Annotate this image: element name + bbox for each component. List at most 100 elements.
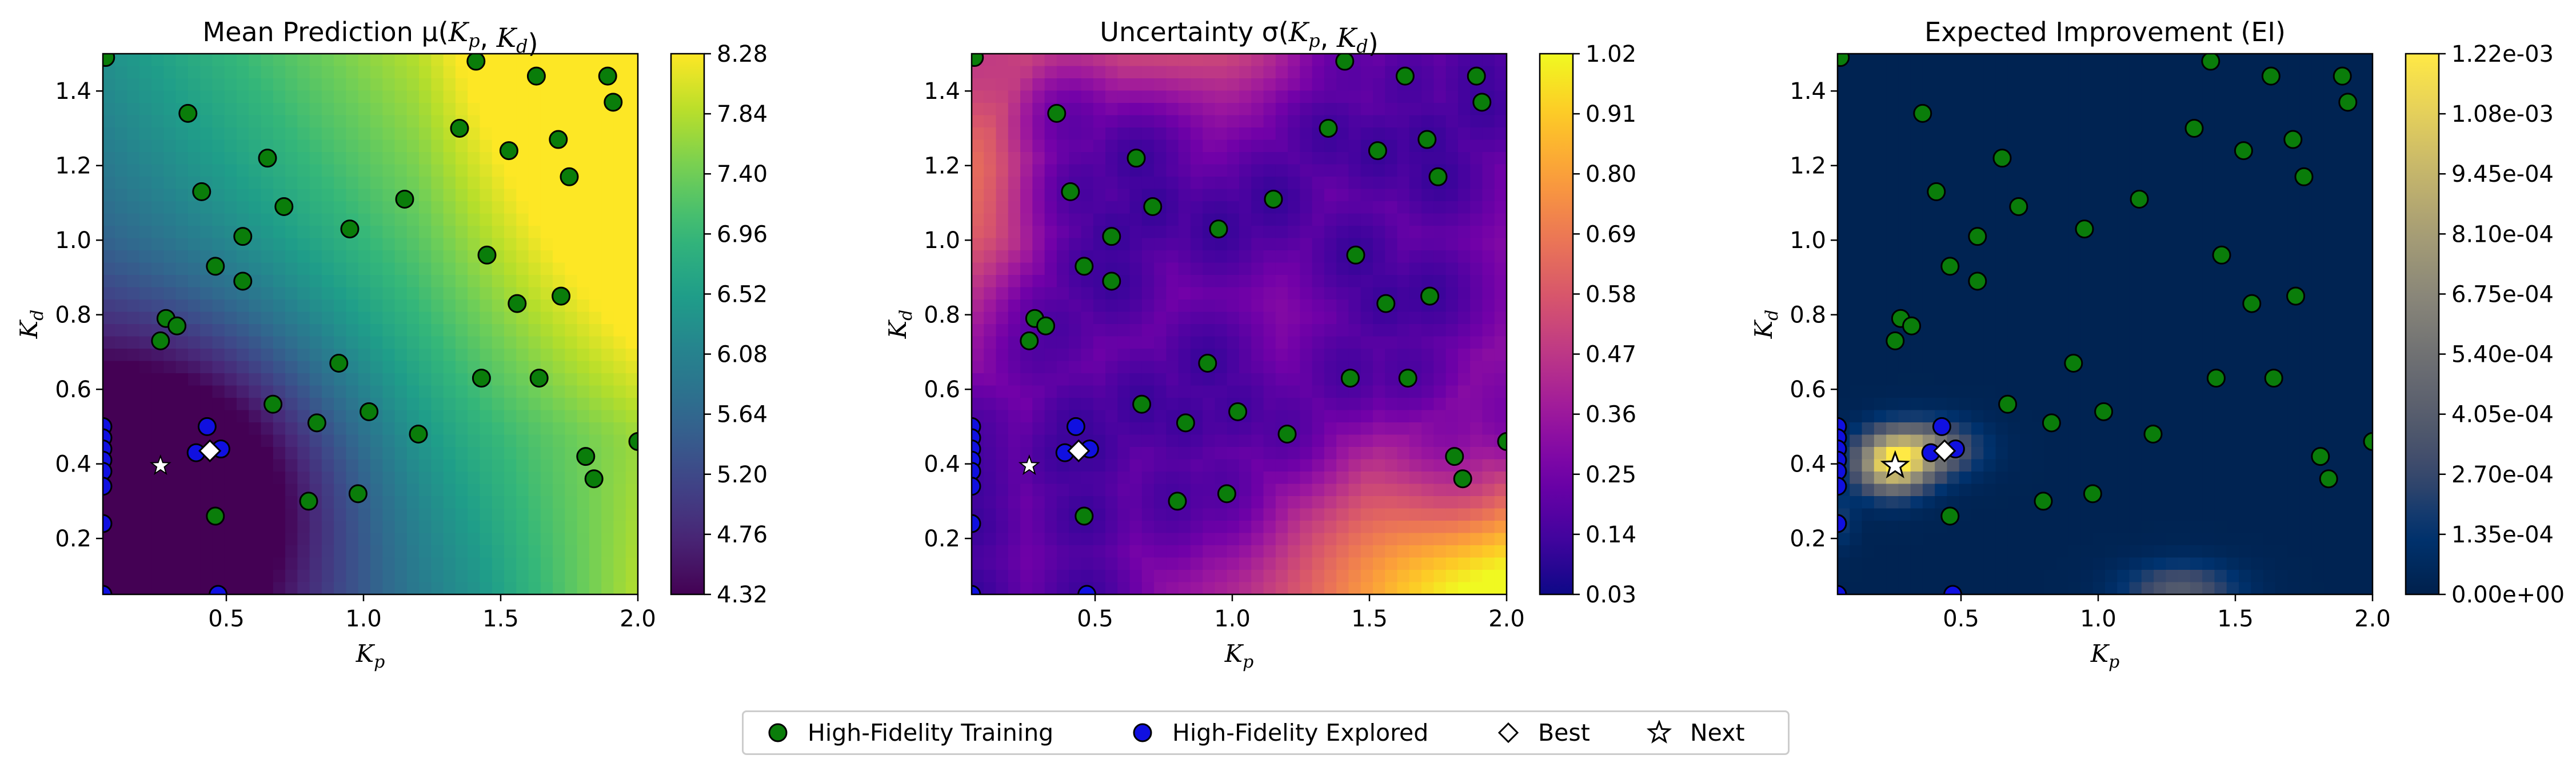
heatmap-cell	[443, 533, 456, 546]
heatmap-cell	[346, 472, 359, 485]
heatmap-cell	[1959, 250, 1972, 263]
heatmap-cell	[1275, 238, 1288, 251]
heatmap-cell	[139, 472, 152, 485]
heatmap-cell	[115, 582, 128, 594]
heatmap-cell	[212, 533, 225, 546]
heatmap-cell	[1348, 152, 1361, 165]
heatmap-cell	[565, 545, 578, 558]
heatmap-cell	[1178, 250, 1191, 263]
heatmap-cell	[1227, 324, 1240, 337]
heatmap-cell	[589, 349, 602, 362]
heatmap-cell	[516, 189, 529, 202]
heatmap-cell	[431, 201, 444, 214]
heatmap-cell	[553, 238, 566, 251]
heatmap-cell	[1215, 324, 1228, 337]
heatmap-cell	[1117, 177, 1131, 190]
heatmap-cell	[406, 373, 420, 386]
heatmap-cell	[1360, 349, 1373, 362]
heatmap-cell	[187, 410, 201, 423]
heatmap-cell	[370, 434, 384, 448]
heatmap-cell	[309, 373, 322, 386]
heatmap-cell	[1215, 434, 1228, 448]
heatmap-cell	[2032, 139, 2045, 153]
heatmap-cell	[1947, 410, 1960, 423]
heatmap-cell	[175, 410, 189, 423]
heatmap-cell	[406, 496, 420, 509]
heatmap-cell	[1959, 422, 1972, 436]
heatmap-cell	[1239, 472, 1252, 485]
heatmap-cell	[2068, 177, 2082, 190]
heatmap-cell	[1910, 422, 1923, 436]
heatmap-cell	[163, 127, 177, 141]
heatmap-cell	[1239, 324, 1252, 337]
heatmap-cell	[1838, 213, 1851, 226]
heatmap-cell	[1385, 127, 1398, 141]
heatmap-cell	[1959, 287, 1972, 300]
heatmap-cell	[1251, 189, 1264, 202]
heatmap-cell	[1360, 127, 1373, 141]
heatmap-cell	[1433, 226, 1447, 239]
heatmap-cell	[224, 201, 237, 214]
heatmap-cell	[455, 311, 468, 325]
heatmap-cell	[1910, 472, 1923, 485]
heatmap-cell	[321, 373, 334, 386]
heatmap-cell	[2044, 103, 2057, 116]
heatmap-cell	[996, 533, 1009, 546]
heatmap-cell	[273, 324, 286, 337]
heatmap-cell	[431, 533, 444, 546]
heatmap-cell	[2056, 398, 2069, 411]
heatmap-cell	[321, 189, 334, 202]
heatmap-cell	[2056, 275, 2069, 288]
heatmap-cell	[1874, 177, 1887, 190]
heatmap-cell	[346, 287, 359, 300]
heatmap-cell	[1898, 115, 1911, 128]
heatmap-cell	[139, 422, 152, 436]
heatmap-cell	[1324, 398, 1337, 411]
heatmap-cell	[1922, 287, 1935, 300]
heatmap-cell	[1336, 189, 1349, 202]
heatmap-cell	[613, 127, 626, 141]
heatmap-cell	[1971, 557, 1984, 570]
heatmap-cell	[601, 472, 614, 485]
heatmap-cell	[1141, 434, 1155, 448]
heatmap-cell	[468, 152, 481, 165]
heatmap-cell	[1008, 177, 1021, 190]
heatmap-cell	[1324, 275, 1337, 288]
heatmap-cell	[553, 189, 566, 202]
heatmap-cell	[370, 250, 384, 263]
heatmap-cell	[2068, 447, 2082, 460]
colorbar-tick-label: 6.52	[717, 281, 768, 307]
heatmap-cell	[2007, 226, 2020, 239]
heatmap-cell	[139, 508, 152, 521]
heatmap-cell	[2020, 545, 2033, 558]
heatmap-cell	[2080, 336, 2094, 349]
heatmap-cell	[1008, 164, 1021, 177]
heatmap-cell	[1093, 373, 1106, 386]
heatmap-cell	[1336, 496, 1349, 509]
heatmap-cell	[346, 336, 359, 349]
heatmap-cell	[1910, 496, 1923, 509]
heatmap-cell	[480, 127, 493, 141]
heatmap-cell	[1862, 103, 1875, 116]
heatmap-cell	[1069, 213, 1082, 226]
heatmap-cell	[1922, 410, 1935, 423]
heatmap-cell	[212, 472, 225, 485]
x-axis-label: Kp	[356, 640, 385, 672]
heatmap-cell	[1971, 472, 1984, 485]
heatmap-cell	[1008, 275, 1021, 288]
heatmap-cell	[370, 373, 384, 386]
heatmap-cell	[1288, 570, 1301, 583]
heatmap-cell	[972, 570, 985, 583]
heatmap-cell	[1044, 472, 1057, 485]
heatmap-cell	[1239, 275, 1252, 288]
heatmap-cell	[1239, 213, 1252, 226]
heatmap-cell	[1874, 54, 1887, 67]
heatmap-cell	[212, 570, 225, 583]
heatmap-cell	[1959, 238, 1972, 251]
heatmap-cell	[358, 557, 371, 570]
heatmap-cell	[996, 311, 1009, 325]
heatmap-cell	[1457, 545, 1471, 558]
heatmap-cell	[163, 299, 177, 313]
heatmap-cell	[1008, 103, 1021, 116]
heatmap-cell	[139, 226, 152, 239]
